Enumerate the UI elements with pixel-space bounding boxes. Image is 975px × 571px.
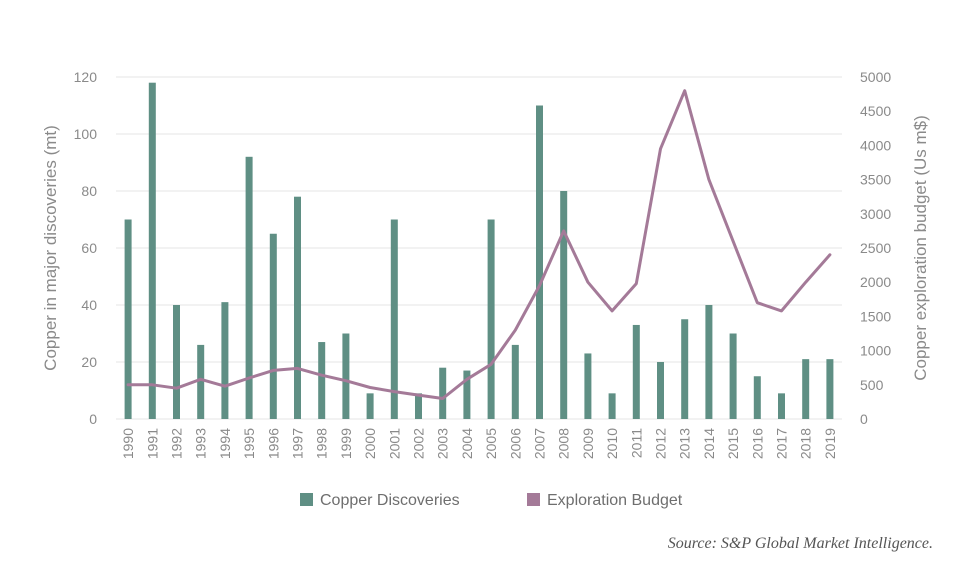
right-axis-ticks: 0 500 1000 1500 2000 2500 3000 3500 4000 4500 5000: [860, 69, 891, 427]
left-axis-ticks: 0 20 40 60 80 100 120: [74, 69, 98, 427]
source-note: Source: S&P Global Market Intelligence.: [667, 535, 933, 552]
x-tick-label: 2007: [532, 428, 548, 459]
bar: [124, 219, 132, 419]
x-tick-label: 1997: [290, 428, 306, 459]
right-tick-label: 3500: [860, 172, 891, 188]
x-tick-label: 2002: [411, 428, 427, 459]
right-tick-label: 1000: [860, 343, 891, 359]
left-tick-label: 20: [81, 354, 97, 370]
x-tick-label: 1993: [193, 428, 209, 459]
x-tick-label: 2003: [435, 428, 451, 459]
x-tick-label: 2014: [701, 428, 717, 459]
bar: [294, 196, 301, 419]
bar: [584, 353, 592, 419]
bar: [487, 219, 495, 419]
legend-swatch-copper-discoveries: [300, 493, 313, 506]
left-axis-title: Copper in major discoveries (mt): [41, 125, 60, 371]
bar: [802, 359, 810, 419]
left-tick-label: 0: [89, 411, 97, 427]
bar: [657, 362, 664, 419]
right-tick-label: 4500: [860, 103, 891, 119]
bar: [560, 191, 568, 419]
x-tick-label: 2013: [677, 428, 693, 459]
x-tick-label: 2017: [774, 428, 790, 459]
x-tick-label: 1992: [169, 428, 185, 459]
x-tick-label: 2008: [556, 428, 572, 459]
x-tick-label: 2005: [483, 428, 499, 459]
x-tick-label: 1998: [314, 428, 330, 459]
right-tick-label: 0: [860, 411, 868, 427]
bar: [826, 359, 834, 419]
x-tick-label: 2001: [386, 428, 402, 459]
x-tick-label: 2000: [362, 428, 378, 459]
bar: [415, 393, 422, 419]
budget-line: [126, 89, 832, 400]
x-axis-ticks: 1990 1991 1992 1993 1994 1995 1996 1997 1998 1999…: [120, 428, 838, 459]
bar: [439, 367, 447, 419]
bar: [778, 393, 785, 419]
x-tick-label: 1991: [144, 428, 160, 459]
x-tick-label: 2009: [580, 428, 596, 459]
right-tick-label: 3000: [860, 206, 891, 222]
x-tick-label: 2004: [459, 428, 475, 459]
x-tick-label: 2019: [822, 428, 838, 459]
x-tick-label: 2010: [604, 428, 620, 459]
x-tick-label: 2016: [749, 428, 765, 459]
x-tick-label: 1994: [217, 428, 233, 459]
legend-label-copper-discoveries: Copper Discoveries: [320, 492, 460, 509]
x-tick-label: 1999: [338, 428, 354, 459]
gridlines: [116, 76, 842, 420]
right-tick-label: 2500: [860, 240, 891, 256]
bar: [173, 305, 180, 419]
right-tick-label: 1500: [860, 308, 891, 324]
x-tick-label: 1995: [241, 428, 257, 459]
bar: [463, 370, 471, 419]
right-tick-label: 4000: [860, 137, 891, 153]
right-axis-title: Copper exploration budget (Us m$): [911, 115, 930, 381]
bar: [608, 393, 616, 419]
left-tick-label: 100: [74, 126, 98, 142]
x-tick-label: 2018: [798, 428, 814, 459]
bar: [366, 393, 374, 419]
bar: [729, 333, 737, 419]
x-tick-label: 1996: [265, 428, 281, 459]
bar: [148, 82, 156, 419]
bar: [632, 324, 640, 419]
bar-series-copper-discoveries: [124, 82, 834, 420]
right-tick-label: 500: [860, 377, 884, 393]
bar: [245, 156, 253, 420]
line-series-exploration-budget: [126, 89, 832, 400]
bar: [681, 319, 689, 419]
x-tick-label: 2015: [725, 428, 741, 459]
right-tick-label: 2000: [860, 274, 891, 290]
bar: [705, 305, 713, 419]
bar: [390, 219, 398, 419]
legend: Copper Discoveries Exploration Budget: [300, 492, 683, 509]
left-tick-label: 120: [74, 69, 98, 85]
left-tick-label: 80: [81, 183, 97, 199]
bar: [197, 344, 205, 419]
bar: [269, 233, 277, 419]
bar: [221, 302, 229, 419]
bar: [342, 333, 350, 419]
x-tick-label: 2006: [507, 428, 523, 459]
x-tick-label: 1990: [120, 428, 136, 459]
x-tick-label: 2011: [628, 428, 644, 458]
left-tick-label: 60: [81, 240, 97, 256]
bar: [318, 342, 326, 419]
x-tick-label: 2012: [653, 428, 669, 459]
bar: [511, 344, 519, 419]
bar: [753, 376, 761, 419]
bar: [536, 105, 543, 419]
left-tick-label: 40: [81, 297, 97, 313]
legend-label-exploration-budget: Exploration Budget: [547, 492, 683, 509]
legend-swatch-exploration-budget: [527, 493, 540, 506]
right-tick-label: 5000: [860, 69, 891, 85]
